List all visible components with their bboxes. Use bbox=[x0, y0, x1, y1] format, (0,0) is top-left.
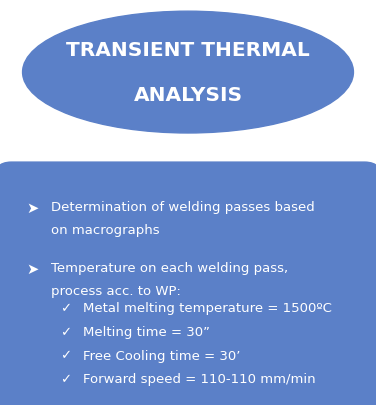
Text: TRANSIENT THERMAL: TRANSIENT THERMAL bbox=[66, 41, 310, 60]
Text: ✓: ✓ bbox=[60, 325, 71, 338]
Text: ➤: ➤ bbox=[26, 261, 39, 276]
Text: process acc. to WP:: process acc. to WP: bbox=[51, 284, 180, 297]
Text: Metal melting temperature = 1500ºC: Metal melting temperature = 1500ºC bbox=[83, 302, 332, 315]
Text: Determination of welding passes based: Determination of welding passes based bbox=[51, 200, 314, 213]
Text: ANALYSIS: ANALYSIS bbox=[133, 86, 243, 104]
Text: Forward speed = 110-110 mm/min: Forward speed = 110-110 mm/min bbox=[83, 372, 315, 385]
FancyBboxPatch shape bbox=[0, 162, 376, 405]
Ellipse shape bbox=[23, 12, 353, 134]
Text: ✓: ✓ bbox=[60, 372, 71, 385]
Text: Temperature on each welding pass,: Temperature on each welding pass, bbox=[51, 261, 288, 274]
Text: ✓: ✓ bbox=[60, 302, 71, 315]
Text: on macrographs: on macrographs bbox=[51, 224, 159, 237]
Text: ✓: ✓ bbox=[60, 349, 71, 362]
Text: ➤: ➤ bbox=[26, 200, 39, 215]
Text: Free Cooling time = 30’: Free Cooling time = 30’ bbox=[83, 349, 240, 362]
Text: Melting time = 30”: Melting time = 30” bbox=[83, 325, 210, 338]
